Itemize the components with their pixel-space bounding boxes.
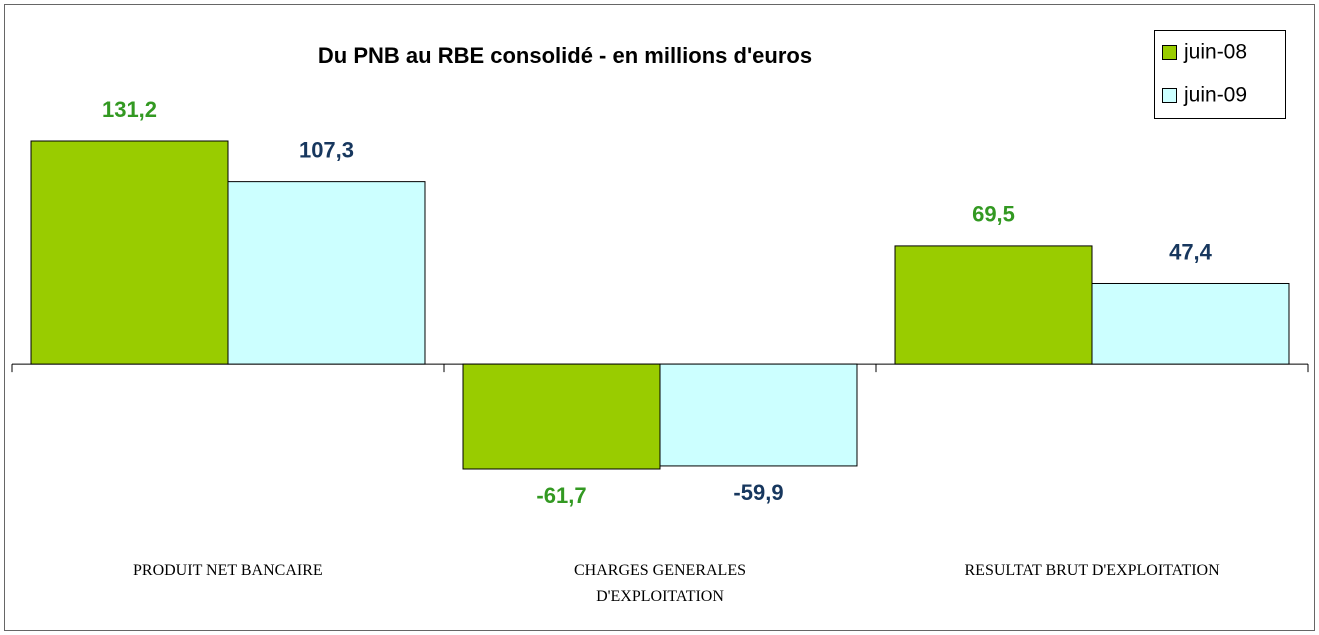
bar	[1091, 282, 1290, 365]
chart-title: Du PNB au RBE consolidé - en millions d'…	[318, 43, 812, 68]
data-label: 107,3	[299, 137, 354, 162]
legend-label: juin-08	[1183, 41, 1247, 64]
bar	[659, 363, 858, 467]
legend-label: juin-09	[1183, 84, 1247, 107]
data-label: -61,7	[536, 483, 586, 508]
bar	[894, 245, 1093, 365]
bar	[462, 363, 661, 470]
data-label: 47,4	[1169, 239, 1213, 264]
data-label: -59,9	[733, 480, 783, 505]
bar	[30, 140, 229, 365]
x-tick-label: CHARGES GENERALES D'EXPLOITATION	[573, 562, 746, 605]
x-tick-label: RESULTAT BRUT D'EXPLOITATION	[964, 562, 1220, 579]
bar	[227, 181, 426, 365]
x-tick-label: PRODUIT NET BANCAIRE	[133, 562, 323, 579]
legend-swatch	[1162, 88, 1177, 103]
data-label: 69,5	[972, 202, 1015, 227]
legend-swatch	[1162, 45, 1177, 60]
data-label: 131,2	[102, 97, 157, 122]
